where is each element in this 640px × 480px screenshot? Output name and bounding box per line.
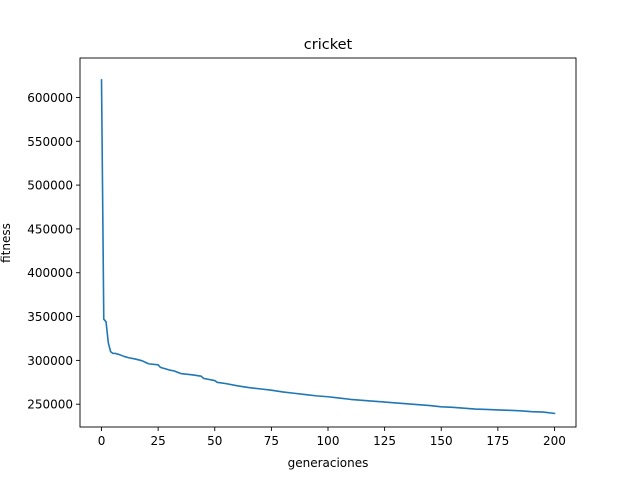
axes-frame (79, 57, 577, 428)
x-tick-label: 25 (150, 434, 165, 448)
y-tick-label: 300000 (27, 354, 73, 368)
series-line-fitness (100, 79, 556, 415)
x-tick-label: 100 (317, 434, 340, 448)
y-tick-label: 500000 (27, 179, 73, 193)
y-axis-label: fitness (0, 223, 13, 263)
x-tick-label: 0 (98, 434, 106, 448)
x-tick-label: 50 (207, 434, 222, 448)
y-tick-label: 550000 (27, 135, 73, 149)
x-tick-label: 125 (373, 434, 396, 448)
x-tick-label: 150 (430, 434, 453, 448)
y-tick-label: 450000 (27, 222, 73, 236)
x-axis-label: generaciones (288, 456, 369, 470)
y-tick-label: 400000 (27, 266, 73, 280)
y-tick-label: 350000 (27, 310, 73, 324)
y-tick-label: 600000 (27, 91, 73, 105)
x-tick-label: 175 (486, 434, 509, 448)
plot-area (79, 57, 577, 428)
x-tick-label: 75 (264, 434, 279, 448)
y-tick-label: 250000 (27, 398, 73, 412)
x-tick-label: 200 (543, 434, 566, 448)
chart-title: cricket (304, 37, 353, 53)
tick-layer: 0 25 50 75 100 125 150 175 200 250000 300000 350000… (27, 91, 566, 448)
